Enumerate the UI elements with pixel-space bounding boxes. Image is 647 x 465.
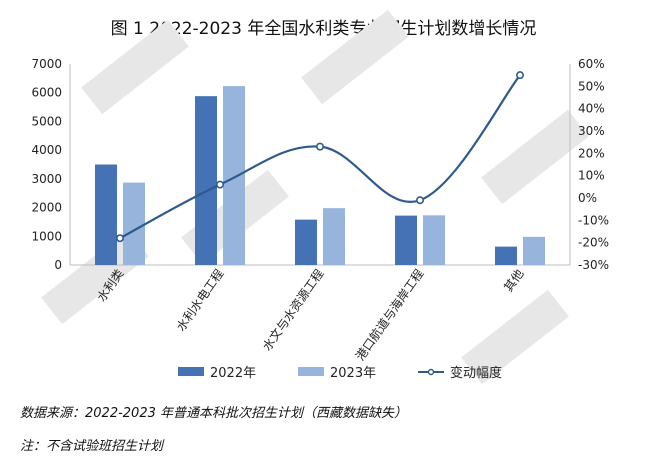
bar	[495, 246, 517, 265]
y-right-tick-label: -20%	[578, 236, 609, 250]
y-left-tick-label: 3000	[31, 172, 62, 186]
x-tick-label: 水文与水资源工程	[259, 266, 326, 353]
line-point	[415, 196, 424, 205]
line-point	[515, 71, 524, 80]
y-right-tick-label: 20%	[578, 146, 605, 160]
legend-label: 2022年	[210, 366, 256, 381]
y-right-tick-label: 50%	[578, 79, 605, 93]
y-right-tick-label: 0%	[578, 191, 597, 205]
y-left-tick-label: 0	[54, 258, 62, 272]
bar	[423, 215, 445, 265]
x-tick-label: 其他	[501, 267, 526, 295]
bar	[195, 96, 217, 265]
legend-label: 变动幅度	[450, 365, 502, 381]
chart-title: 图 1 2022-2023 年全国水利类专业招生计划数增长情况	[110, 19, 537, 39]
legend: 2022年 2023年 变动幅度	[178, 365, 502, 381]
chart: 0 1000 2000 3000 4000 5000 6000 7000 -30% -20% -10…	[31, 9, 609, 385]
x-tick-label: 水利水电工程	[173, 266, 227, 334]
bar	[395, 215, 417, 265]
legend-swatch	[298, 367, 324, 376]
bar	[95, 164, 117, 265]
footnote: 注：不含试验班招生计划	[20, 439, 164, 454]
y-right-tick-label: 60%	[578, 57, 605, 71]
bar	[123, 182, 145, 265]
series-line	[119, 74, 521, 240]
y-left-tick-label: 2000	[31, 201, 62, 215]
y-right-tick-label: -10%	[578, 213, 609, 227]
y-left-tick-label: 1000	[31, 229, 62, 243]
y-right-tick-label: 40%	[578, 102, 605, 116]
bar	[223, 86, 245, 265]
legend-label: 2023年	[330, 366, 376, 381]
bar	[523, 236, 545, 265]
y-left-tick-label: 5000	[31, 114, 62, 128]
legend-swatch	[178, 367, 204, 376]
bar	[295, 219, 317, 265]
y-right-tick-label: 30%	[578, 124, 605, 138]
y-right-tick-label: -30%	[578, 258, 609, 272]
line-point	[116, 234, 125, 243]
y-left-tick-label: 4000	[31, 143, 62, 157]
source-note: 数据来源：2022-2023 年普通本科批次招生计划（西藏数据缺失）	[20, 406, 407, 421]
line-point	[315, 142, 324, 151]
legend-marker	[427, 368, 435, 376]
line-point	[216, 180, 225, 189]
bar	[323, 208, 345, 265]
y-left-tick-label: 7000	[31, 57, 62, 71]
y-left-tick-label: 6000	[31, 86, 62, 100]
y-right-tick-label: 10%	[578, 169, 605, 183]
x-tick-label: 港口航道与海岸工程	[352, 266, 426, 363]
